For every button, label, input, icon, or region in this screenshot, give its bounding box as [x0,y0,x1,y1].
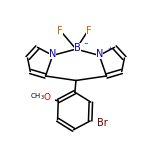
Text: N: N [96,50,103,59]
Text: Br: Br [97,118,108,128]
Text: F: F [86,26,91,36]
Text: CH$_3$: CH$_3$ [30,92,45,102]
Text: $^{+}$: $^{+}$ [107,45,113,55]
Text: N: N [49,50,56,59]
Text: O: O [44,93,51,102]
Text: F: F [57,26,63,36]
Text: $^{-}$: $^{-}$ [83,40,89,49]
Text: B: B [74,43,81,53]
